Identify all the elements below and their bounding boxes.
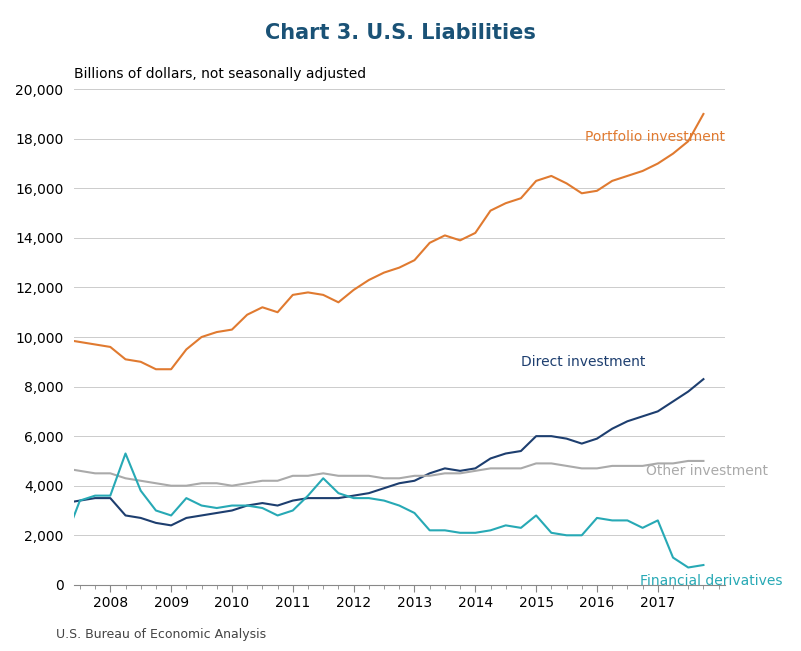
Text: Direct investment: Direct investment — [521, 355, 646, 369]
Text: Billions of dollars, not seasonally adjusted: Billions of dollars, not seasonally adju… — [74, 67, 366, 81]
Text: Financial derivatives: Financial derivatives — [639, 574, 782, 588]
Text: Portfolio investment: Portfolio investment — [585, 130, 725, 144]
Text: U.S. Bureau of Economic Analysis: U.S. Bureau of Economic Analysis — [56, 628, 266, 641]
Text: Other investment: Other investment — [646, 464, 767, 478]
Text: Chart 3. U.S. Liabilities: Chart 3. U.S. Liabilities — [265, 23, 536, 43]
